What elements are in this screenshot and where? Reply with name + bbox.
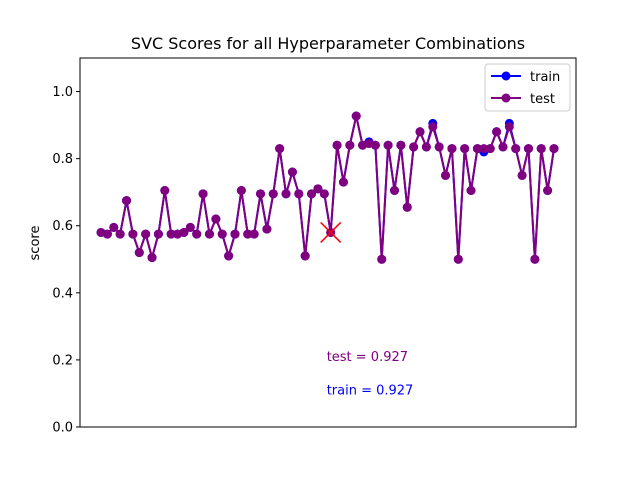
data-point-test — [313, 184, 323, 194]
data-point-test — [472, 144, 482, 154]
data-point-test — [319, 189, 329, 199]
data-point-test — [415, 127, 425, 137]
data-point-test — [332, 140, 342, 150]
data-point-test — [428, 122, 438, 132]
data-point-test — [256, 189, 266, 199]
data-point-test — [543, 186, 553, 195]
data-point-test — [351, 111, 361, 121]
data-point-test — [447, 144, 457, 154]
data-point-test — [160, 186, 170, 195]
score-annotation: train = 0.927 — [327, 384, 414, 399]
data-point-test — [338, 177, 348, 187]
data-point-test — [153, 229, 163, 239]
data-point-test — [275, 144, 285, 154]
legend-label-train: train — [530, 70, 560, 85]
data-point-test — [523, 144, 533, 154]
data-point-test — [204, 229, 214, 239]
data-point-test — [511, 144, 521, 154]
y-tick-label: 0.2 — [52, 353, 73, 368]
data-point-test — [479, 144, 489, 154]
data-point-test — [249, 229, 259, 239]
data-point-test — [530, 254, 540, 264]
data-point-test — [179, 227, 189, 237]
data-point-test — [307, 189, 317, 199]
data-point-test — [492, 127, 502, 137]
data-point-test — [383, 140, 393, 150]
best-marker-stroke — [320, 221, 342, 243]
y-tick-label: 0.8 — [52, 152, 73, 167]
data-point-test — [166, 229, 176, 239]
data-point-test — [345, 140, 355, 150]
data-point-test — [294, 189, 304, 199]
data-point-test — [134, 248, 144, 258]
best-score-marker — [320, 221, 342, 243]
data-point-test — [434, 142, 444, 152]
data-point-test — [122, 196, 132, 206]
legend-label-test: test — [530, 92, 555, 107]
chart-title: SVC Scores for all Hyperparameter Combin… — [131, 34, 525, 53]
legend: train test — [484, 63, 571, 112]
data-point-test — [192, 229, 202, 239]
data-point-test — [396, 140, 406, 150]
data-point-test — [109, 222, 119, 232]
data-point-test — [217, 229, 227, 239]
data-point-test — [466, 186, 476, 195]
data-point-test — [389, 186, 399, 195]
score-annotation: test = 0.927 — [327, 350, 408, 365]
data-point-test — [243, 229, 253, 239]
annotations: test = 0.927 train = 0.927 — [327, 350, 414, 399]
plot-area — [96, 111, 559, 264]
axes-frame — [79, 57, 577, 428]
data-point-test — [485, 144, 495, 154]
data-point-test — [185, 222, 195, 232]
data-point-test — [402, 202, 412, 212]
data-point-test — [504, 122, 514, 132]
data-point-test — [549, 144, 559, 154]
data-point-test — [224, 251, 234, 261]
y-tick-label: 0.0 — [52, 421, 73, 436]
data-point-test — [262, 224, 272, 234]
data-point-test — [421, 142, 431, 152]
legend-test-marker — [501, 93, 511, 103]
data-point-test — [300, 251, 310, 261]
data-point-test — [281, 189, 291, 199]
data-point-test — [128, 229, 138, 239]
data-point-test — [498, 142, 508, 152]
data-point-test — [268, 189, 278, 199]
data-point-test — [370, 140, 380, 150]
data-point-test — [102, 229, 112, 239]
data-point-test — [377, 254, 387, 264]
data-point-test — [198, 189, 208, 199]
y-tick-label: 1.0 — [52, 85, 73, 100]
data-point-test — [453, 254, 463, 264]
data-point-test — [517, 170, 527, 180]
y-axis: 0.0 0.2 0.4 0.6 0.8 1.0 — [52, 85, 80, 436]
data-point-test — [141, 229, 151, 239]
data-point-test — [236, 186, 246, 195]
data-point-test — [230, 229, 240, 239]
data-point-test — [147, 253, 157, 263]
legend-train-marker — [501, 71, 511, 81]
data-point-test — [460, 144, 470, 154]
data-point-test — [536, 144, 546, 154]
data-point-test — [211, 214, 221, 224]
data-point-test — [287, 167, 297, 177]
y-tick-label: 0.6 — [52, 219, 73, 234]
data-point-test — [409, 142, 419, 152]
y-axis-label: score — [28, 226, 43, 261]
data-point-test — [441, 170, 451, 180]
y-tick-label: 0.4 — [52, 286, 73, 301]
data-point-test — [115, 229, 125, 239]
